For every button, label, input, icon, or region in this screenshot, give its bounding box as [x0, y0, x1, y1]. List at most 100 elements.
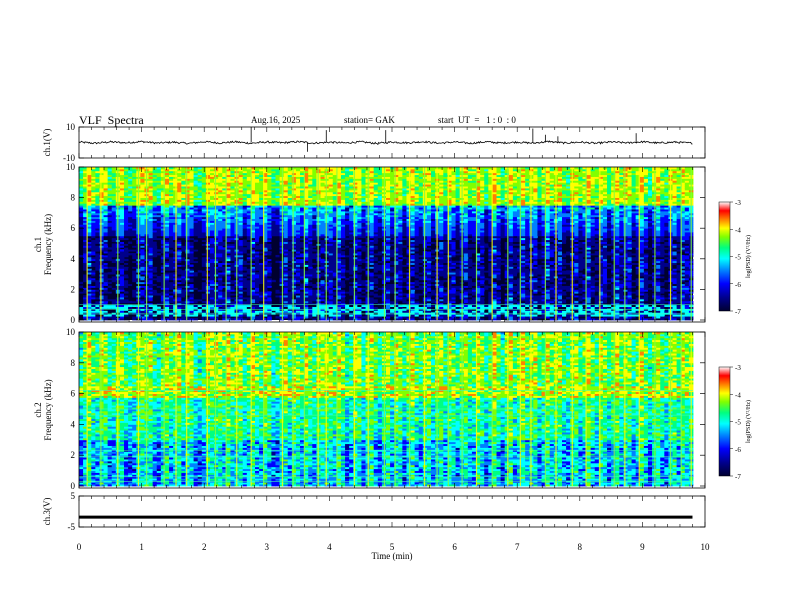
- spectrogram-cell: [189, 184, 195, 187]
- spectrogram-cell: [271, 289, 276, 292]
- spectrogram-cell: [214, 308, 219, 311]
- spectrogram-cell: [99, 245, 104, 248]
- spectrogram-cell: [226, 226, 231, 229]
- spectrogram-cell: [124, 220, 129, 223]
- spectrogram-cell: [226, 277, 231, 281]
- spectrogram-cell: [148, 274, 154, 277]
- spectrogram-cell: [111, 205, 117, 208]
- spectrogram-cell: [250, 237, 256, 241]
- spectrogram-cell: [103, 256, 109, 260]
- spectrogram-cell: [185, 281, 190, 285]
- spectrogram-cell: [222, 210, 227, 214]
- spectrogram-cell: [148, 251, 154, 254]
- spectrogram-cell: [263, 210, 268, 214]
- spectrogram-cell: [250, 254, 256, 258]
- spectrogram-cell: [132, 266, 137, 269]
- spectrogram-cell: [242, 222, 248, 225]
- spectrogram-cell: [91, 182, 96, 185]
- spectrogram-cell: [201, 272, 207, 275]
- spectrogram-cell: [271, 201, 276, 204]
- spectrogram-cell: [148, 239, 154, 242]
- spectrogram-cell: [103, 178, 109, 181]
- spectrogram-cell: [205, 214, 211, 218]
- spectrogram-cell: [275, 182, 280, 185]
- spectrogram-cell: [205, 209, 211, 212]
- spectrogram-cell: [197, 283, 203, 286]
- spectrogram-cell: [95, 302, 100, 306]
- spectrogram-cell: [205, 297, 211, 300]
- spectrogram-cell: [275, 174, 280, 177]
- spectrogram-cell: [250, 170, 256, 174]
- spectrogram-cell: [169, 207, 174, 210]
- spectrogram-cell: [185, 256, 190, 260]
- spectrogram-cell: [189, 285, 195, 288]
- spectrogram-cell: [124, 304, 129, 308]
- spectrogram-cell: [79, 285, 84, 288]
- spectrogram-cell: [111, 276, 117, 279]
- spectrogram-cell: [83, 216, 88, 220]
- spectrogram-cell: [111, 186, 117, 189]
- spectrogram-cell: [201, 268, 207, 271]
- spectrogram-cell: [95, 276, 100, 279]
- spectrogram-cell: [230, 178, 235, 181]
- spectrogram-cell: [160, 262, 166, 265]
- spectrogram-cell: [205, 306, 211, 309]
- spectrogram-cell: [177, 188, 182, 191]
- spectrogram-cell: [214, 191, 219, 195]
- spectrogram-cell: [83, 279, 88, 283]
- spectrogram-cell: [242, 277, 248, 281]
- spectrogram-cell: [181, 232, 186, 235]
- spectrogram-cell: [91, 224, 96, 227]
- spectrogram-cell: [124, 258, 129, 262]
- spectrogram-cell: [209, 199, 215, 202]
- spectrogram-cell: [209, 214, 215, 218]
- spectrogram-cell: [99, 285, 104, 288]
- spectrogram-cell: [152, 274, 158, 277]
- spectrogram-cell: [128, 285, 133, 288]
- spectrogram-cell: [128, 218, 133, 221]
- spectrogram-cell: [111, 168, 117, 172]
- spectrogram-cell: [197, 209, 203, 212]
- spectrogram-cell: [275, 224, 280, 227]
- spectrogram-cell: [95, 266, 100, 269]
- spectrogram-cell: [271, 304, 276, 308]
- spectrogram-cell: [140, 274, 145, 277]
- spectrogram-cell: [205, 268, 211, 271]
- spectrogram-cell: [173, 216, 178, 220]
- spectrogram-cell: [275, 251, 280, 254]
- spectrogram-cell: [263, 201, 268, 204]
- spectrogram-cell: [181, 186, 186, 189]
- spectrogram-cell: [226, 249, 231, 252]
- spectrogram-cell: [124, 193, 129, 197]
- spectrogram-cell: [271, 243, 276, 246]
- spectrogram-cell: [226, 279, 231, 283]
- spectrogram-cell: [263, 167, 268, 170]
- spectrogram-cell: [238, 276, 244, 279]
- spectrogram-cell: [169, 205, 174, 208]
- spectrogram-cell: [222, 241, 227, 244]
- spectrogram-cell: [169, 291, 174, 294]
- spectrogram-cell: [189, 254, 195, 258]
- spectrogram-cell: [111, 289, 117, 292]
- spectrogram-cell: [107, 308, 113, 311]
- spectrogram-cell: [148, 283, 154, 286]
- spectrogram-cell: [267, 205, 272, 208]
- spectrogram-cell: [160, 316, 166, 319]
- spectrogram-cell: [218, 172, 223, 176]
- spectrogram-cell: [148, 218, 154, 221]
- spectrogram-cell: [164, 209, 170, 212]
- spectrogram-cell: [152, 258, 158, 262]
- spectrogram-cell: [214, 302, 219, 306]
- spectrogram-cell: [87, 297, 92, 300]
- spectrogram-cell: [87, 304, 92, 308]
- spectrogram-cell: [271, 214, 276, 218]
- spectrogram-cell: [185, 222, 190, 225]
- spectrogram-cell: [99, 295, 104, 298]
- spectrogram-cell: [214, 270, 219, 273]
- spectrogram-cell: [214, 266, 219, 269]
- spectrogram-cell: [99, 300, 104, 304]
- spectrogram-cell: [242, 318, 248, 321]
- spectrogram-cell: [193, 205, 199, 208]
- spectrogram-cell: [181, 214, 186, 218]
- spectrogram-cell: [193, 245, 199, 248]
